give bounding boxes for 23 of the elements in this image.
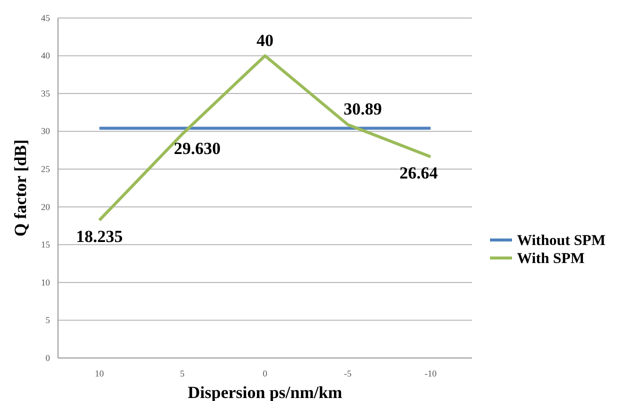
- y-axis-title: Q factor [dB]: [11, 140, 30, 236]
- x-tick-label: -10: [424, 368, 438, 378]
- x-tick-label: -5: [344, 368, 352, 378]
- data-label: 40: [256, 30, 274, 50]
- y-tick-label: 10: [41, 277, 50, 288]
- data-label: 30.89: [344, 100, 382, 119]
- y-tick-label: 0: [46, 352, 50, 363]
- data-label: 18.235: [76, 227, 123, 246]
- y-tick-label: 5: [46, 315, 50, 326]
- x-tick-label: 5: [180, 368, 185, 378]
- legend-label: Without SPM: [517, 233, 606, 249]
- data-label: 26.64: [399, 164, 438, 183]
- legend-label: With SPM: [517, 251, 585, 267]
- x-tick-label: 0: [262, 368, 268, 378]
- y-tick-label: 40: [41, 50, 50, 61]
- data-label: 29.630: [174, 139, 221, 158]
- y-tick-label: 35: [41, 88, 50, 98]
- y-tick-label: 45: [41, 12, 50, 23]
- x-tick-label: 10: [94, 368, 104, 378]
- y-tick-label: 25: [41, 164, 50, 174]
- y-tick-label: 30: [41, 126, 50, 136]
- y-tick-label: 20: [41, 202, 50, 212]
- y-tick-label: 15: [41, 240, 50, 250]
